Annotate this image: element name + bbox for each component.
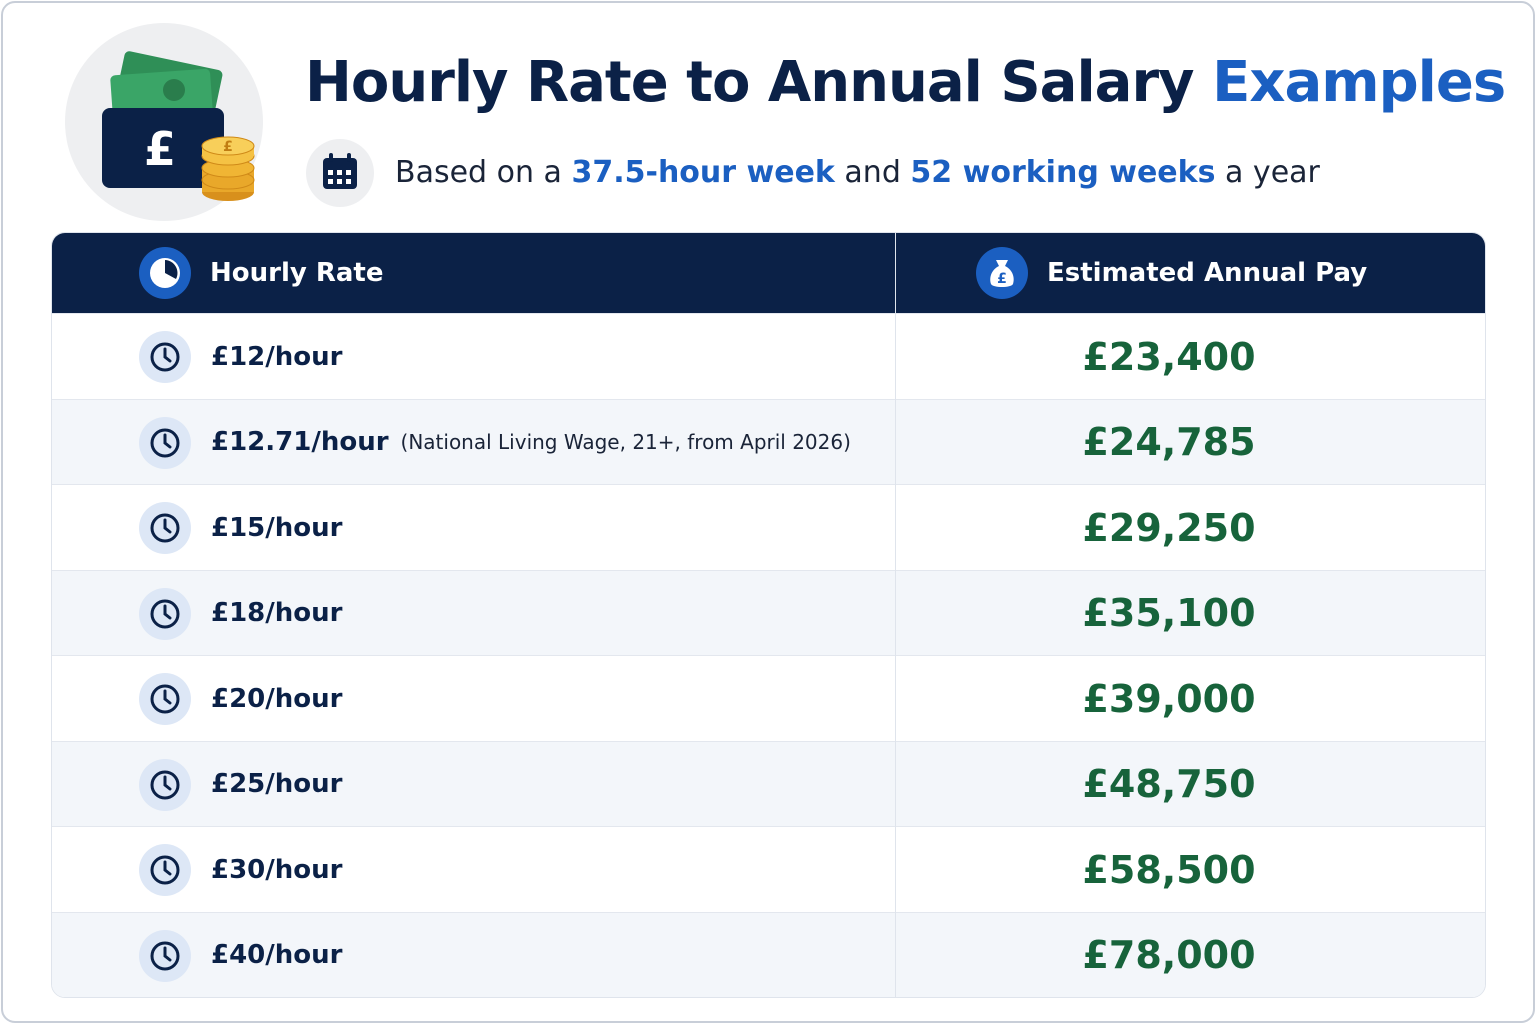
rate-note: (National Living Wage, 21+, from April 2…: [400, 430, 851, 454]
rate-cell: £15/hour: [211, 485, 342, 570]
rate-cell: £25/hour: [211, 742, 342, 827]
annual-pay: £48,750: [1082, 762, 1256, 806]
table-row: £25/hour £48,750: [52, 740, 1485, 827]
rate-cell: £18/hour: [211, 571, 342, 656]
clock-header-icon: [139, 247, 191, 299]
header-label: Estimated Annual Pay: [1047, 258, 1368, 288]
rate-cell: £20/hour: [211, 656, 342, 741]
subtitle-highlight: 37.5-hour week: [571, 155, 835, 190]
table-row: £18/hour £35,100: [52, 569, 1485, 656]
hourly-rate: £30/hour: [211, 854, 343, 885]
header-label: Hourly Rate: [210, 258, 384, 288]
clock-icon: [139, 844, 191, 896]
svg-text:£: £: [223, 139, 233, 155]
table-row: £12.71/hour (National Living Wage, 21+, f…: [52, 398, 1485, 485]
table-row: £12/hour £23,400: [52, 313, 1485, 398]
hourly-rate: £40/hour: [211, 940, 343, 970]
clock-icon: [139, 416, 191, 469]
annual-pay: £23,400: [1082, 334, 1256, 379]
subtitle: Based on a 37.5-hour week and 52 working…: [395, 155, 1320, 190]
svg-text:£: £: [144, 122, 176, 176]
clock-icon: [139, 929, 191, 982]
hourly-rate: £18/hour: [211, 598, 343, 628]
rate-cell: £12.71/hour (National Living Wage, 21+, f…: [211, 400, 851, 485]
title-highlight: Examples: [1212, 50, 1506, 115]
title: Hourly Rate to Annual Salary Examples: [305, 50, 1506, 115]
annual-pay: £29,250: [1082, 505, 1256, 550]
rate-cell: £40/hour: [211, 913, 342, 998]
header-cell: Hourly Rate: [138, 233, 384, 313]
subtitle-text: and: [844, 155, 901, 190]
column-divider: [895, 233, 896, 997]
rate-cell: £30/hour: [211, 827, 342, 912]
clock-icon: [139, 673, 191, 725]
annual-pay: £35,100: [1082, 591, 1256, 635]
hourly-rate: £12.71/hour: [211, 427, 389, 457]
hourly-rate: £25/hour: [211, 769, 343, 799]
hourly-rate: £15/hour: [211, 512, 343, 543]
annual-pay: £58,500: [1082, 847, 1256, 892]
clock-icon: [139, 758, 191, 811]
hourly-rate: £12/hour: [211, 341, 343, 372]
hourly-rate: £20/hour: [211, 683, 343, 714]
annual-pay: £39,000: [1082, 676, 1256, 721]
table-row: £40/hour £78,000: [52, 911, 1485, 998]
clock-icon: [139, 502, 191, 554]
table-row: £30/hour £58,500: [52, 826, 1485, 911]
svg-text:£: £: [997, 271, 1007, 287]
calendar-icon: [306, 139, 374, 207]
subtitle-text: a year: [1225, 155, 1320, 190]
title-main: Hourly Rate to Annual Salary: [305, 50, 1195, 115]
money-icon: £ £: [65, 23, 263, 221]
rate-cell: £12/hour: [211, 314, 342, 399]
salary-table: Hourly Rate £ Estimated Annual Pay £12/h…: [51, 232, 1486, 998]
table-header: Hourly Rate £ Estimated Annual Pay: [52, 233, 1485, 313]
subtitle-text: Based on a: [395, 155, 562, 190]
subtitle-highlight: 52 working weeks: [910, 155, 1216, 190]
annual-pay: £78,000: [1082, 933, 1256, 977]
header-cell: £ Estimated Annual Pay: [975, 233, 1367, 313]
table-row: £15/hour £29,250: [52, 484, 1485, 569]
table-row: £20/hour £39,000: [52, 655, 1485, 740]
moneybag-header-icon: £: [976, 247, 1028, 299]
clock-icon: [139, 331, 191, 383]
clock-icon: [139, 587, 191, 640]
annual-pay: £24,785: [1082, 420, 1256, 464]
